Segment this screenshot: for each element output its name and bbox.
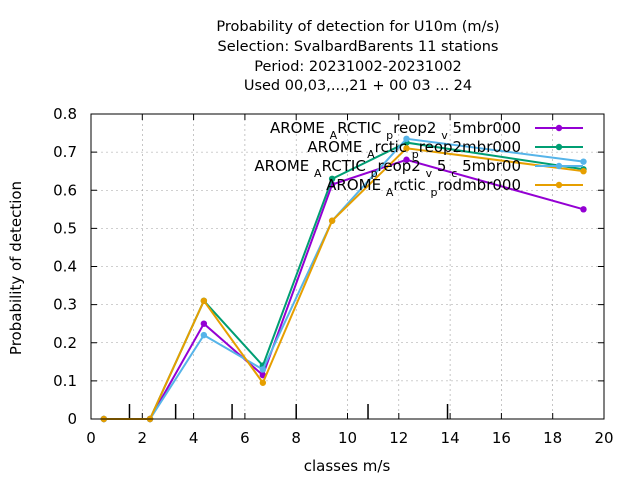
- y-tick-label: 0.2: [53, 334, 77, 352]
- data-point: [328, 217, 336, 224]
- y-tick-label: 0.5: [53, 219, 77, 237]
- data-point: [403, 145, 410, 152]
- y-tick-label: 0.7: [53, 143, 77, 161]
- title-line-4: Used 00,03,...,21 + 00 03 ... 24: [244, 78, 472, 94]
- data-point: [259, 366, 267, 373]
- data-point: [200, 331, 208, 339]
- x-tick-label: 0: [86, 429, 96, 447]
- data-point: [580, 167, 587, 175]
- x-tick-label: 10: [338, 429, 357, 447]
- x-tick-label: 18: [543, 429, 562, 447]
- x-tick-label: 8: [291, 429, 301, 447]
- plot-frame: [90, 113, 605, 420]
- data-point: [580, 206, 587, 213]
- legend-label: AROME Arctic prodmbr000: [326, 176, 521, 199]
- legend-sample-point: [555, 162, 563, 170]
- x-tick-label: 12: [389, 429, 408, 447]
- class-markers: [128, 404, 449, 419]
- y-tick-labels: 0 0.1 0.2 0.3 0.4 0.5 0.6 0.7 0.8: [53, 105, 77, 428]
- y-axis-label: Probability of detection: [7, 181, 25, 355]
- data-point: [580, 158, 587, 165]
- y-tick-label: 0: [67, 410, 77, 428]
- x-tick-label: 2: [138, 429, 148, 447]
- data-point: [403, 135, 410, 142]
- y-tick-label: 0.4: [53, 258, 77, 276]
- x-tick-label: 6: [240, 429, 250, 447]
- title-line-1: Probability of detection for U10m (m/s): [216, 19, 499, 35]
- data-point: [403, 156, 410, 163]
- legend-sample-point: [555, 143, 563, 151]
- title-line-2: Selection: SvalbardBarents 11 stations: [218, 39, 499, 55]
- title-line-3: Period: 20231002-20231002: [254, 59, 462, 75]
- data-point: [259, 379, 267, 386]
- data-point: [200, 320, 208, 327]
- legend-sample-point: [555, 124, 563, 132]
- legend-label: AROME ARCTIC preop2 v 5 c 5mbr00: [254, 157, 521, 180]
- grid: [91, 114, 604, 419]
- x-tick-label: 4: [189, 429, 199, 447]
- legend-label: AROME Arctic preop2mbr000: [307, 138, 521, 161]
- legend-sample-point: [555, 181, 563, 189]
- legend-label: AROME ARCTIC preop2 v 5mbr000: [270, 119, 521, 142]
- y-tick-label: 0.3: [53, 296, 77, 314]
- y-tick-label: 0.8: [53, 105, 77, 123]
- x-tick-label: 14: [441, 429, 460, 447]
- x-axis-label: classes m/s: [304, 457, 391, 475]
- chart-title: Probability of detection for U10m (m/s) …: [216, 19, 499, 94]
- x-tick-label: 16: [492, 429, 511, 447]
- data-point: [328, 175, 336, 183]
- x-tick-labels: 0 2 4 6 8 10 12 14 16 18 20: [86, 429, 613, 447]
- x-tick-label: 20: [594, 429, 613, 447]
- data-point: [200, 297, 208, 305]
- y-tick-label: 0.6: [53, 181, 77, 199]
- y-tick-label: 0.1: [53, 372, 77, 390]
